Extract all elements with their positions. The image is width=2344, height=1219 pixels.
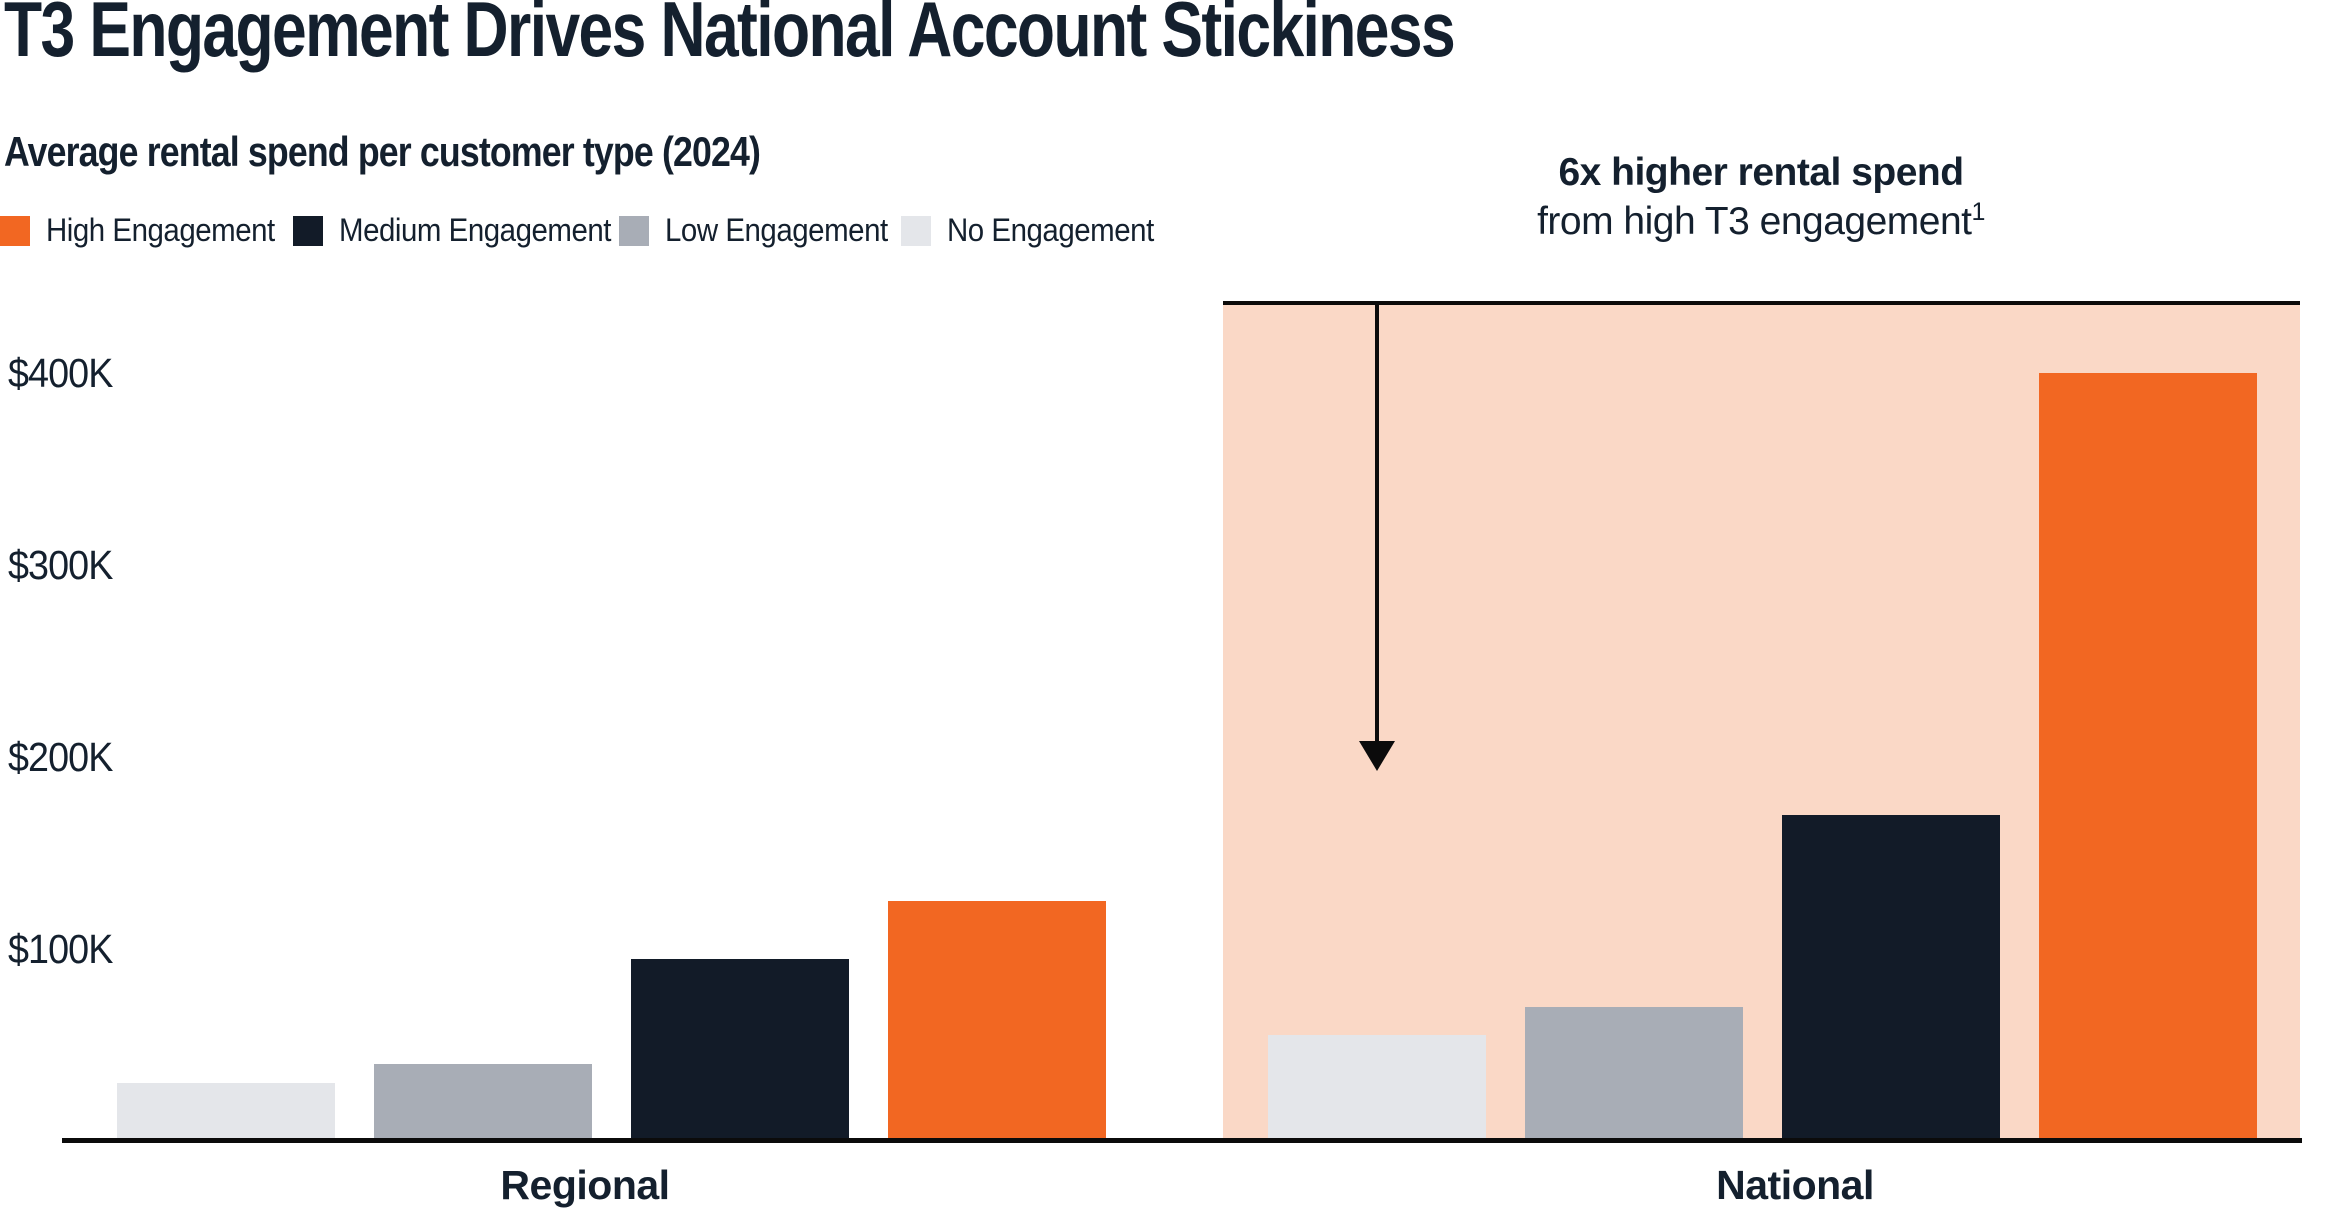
x-axis-line [62, 1138, 2302, 1143]
legend-item-medium-engagement: Medium Engagement [293, 212, 635, 249]
annotation-headline: 6x higher rental spend [1558, 151, 1964, 194]
y-tick-label-100k: $100K [8, 926, 113, 972]
page-title: T3 Engagement Drives National Account St… [4, 0, 1456, 73]
legend-label: No Engagement [947, 212, 1154, 248]
bar-national-no-engagement [1268, 1035, 1486, 1141]
legend-item-high-engagement: High Engagement [0, 212, 295, 249]
bar-regional-low-engagement [374, 1064, 592, 1141]
y-tick-label-200k: $200K [8, 734, 113, 780]
legend-label: High Engagement [46, 212, 275, 248]
down-arrow-icon [1359, 741, 1395, 771]
bar-national-medium-engagement [1782, 814, 2000, 1141]
annotation-subline: from high T3 engagement1 [1401, 197, 2121, 246]
legend-swatch-icon [293, 215, 323, 246]
bar-regional-no-engagement [117, 1083, 335, 1141]
legend-item-no-engagement: No Engagement [901, 212, 1172, 249]
x-axis-label-national: National [1716, 1162, 1874, 1208]
legend-label: Low Engagement [665, 212, 888, 248]
legend-item-low-engagement: Low Engagement [619, 212, 907, 249]
x-axis-label-regional: Regional [500, 1162, 670, 1208]
y-tick-label-300k: $300K [8, 542, 113, 588]
legend-swatch-icon [901, 215, 931, 246]
legend: High Engagement Medium Engagement Low Enga… [0, 212, 1200, 252]
bar-national-high-engagement [2039, 373, 2257, 1141]
bar-national-low-engagement [1525, 1006, 1743, 1141]
annotation: 6x higher rental spend from high T3 enga… [1401, 148, 2121, 246]
legend-swatch-icon [619, 215, 649, 246]
annotation-subline-text: from high T3 engagement [1537, 200, 1972, 244]
y-tick-label-400k: $400K [8, 350, 113, 396]
legend-label: Medium Engagement [339, 212, 612, 248]
bar-regional-medium-engagement [631, 958, 849, 1141]
chart-subtitle: Average rental spend per customer type (… [4, 128, 761, 175]
down-arrow-line [1375, 305, 1379, 743]
footnote-marker: 1 [1971, 198, 1986, 227]
legend-swatch-icon [0, 215, 30, 246]
bar-regional-high-engagement [888, 901, 1106, 1141]
